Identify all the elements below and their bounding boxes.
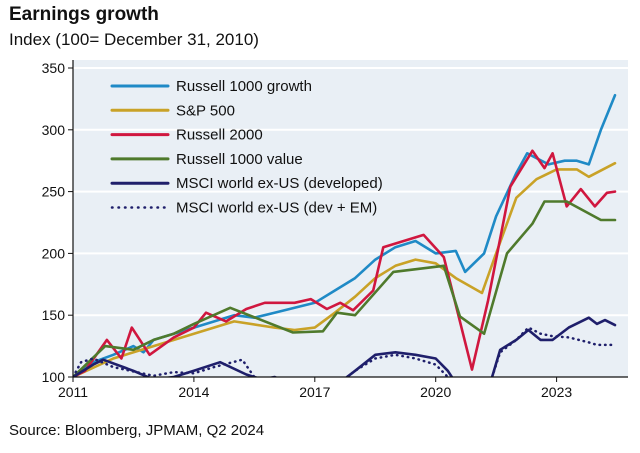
series-line-4 (73, 316, 617, 377)
y-tick-label: 100 (42, 369, 66, 385)
y-tick-label: 200 (42, 245, 66, 261)
series-line-3 (73, 200, 617, 377)
y-tick-label: 300 (42, 122, 66, 138)
series-line-5 (73, 326, 617, 377)
legend-label: Russell 2000 (176, 127, 263, 144)
plot-area (73, 60, 628, 377)
series-line-1 (73, 161, 617, 377)
legend-label: S&P 500 (176, 102, 235, 119)
x-tick-label: 2020 (420, 384, 451, 400)
chart-subtitle: Index (100= December 31, 2010) (9, 30, 259, 49)
x-tick-label: 2017 (299, 384, 330, 400)
legend-label: Russell 1000 value (176, 151, 303, 168)
chart-title: Earnings growth (9, 4, 159, 25)
legend-label: MSCI world ex-US (developed) (176, 175, 383, 192)
y-tick-label: 150 (42, 307, 66, 323)
legend-label: Russell 1000 growth (176, 78, 312, 95)
series-line-2 (73, 149, 617, 377)
x-tick-label: 2014 (178, 384, 209, 400)
y-tick-label: 250 (42, 184, 66, 200)
y-tick-label: 350 (42, 60, 66, 76)
legend-label: MSCI world ex-US (dev + EM) (176, 200, 377, 217)
x-tick-label: 2023 (541, 384, 572, 400)
x-tick-label: 2011 (58, 384, 88, 400)
source-note: Source: Bloomberg, JPMAM, Q2 2024 (9, 422, 265, 439)
